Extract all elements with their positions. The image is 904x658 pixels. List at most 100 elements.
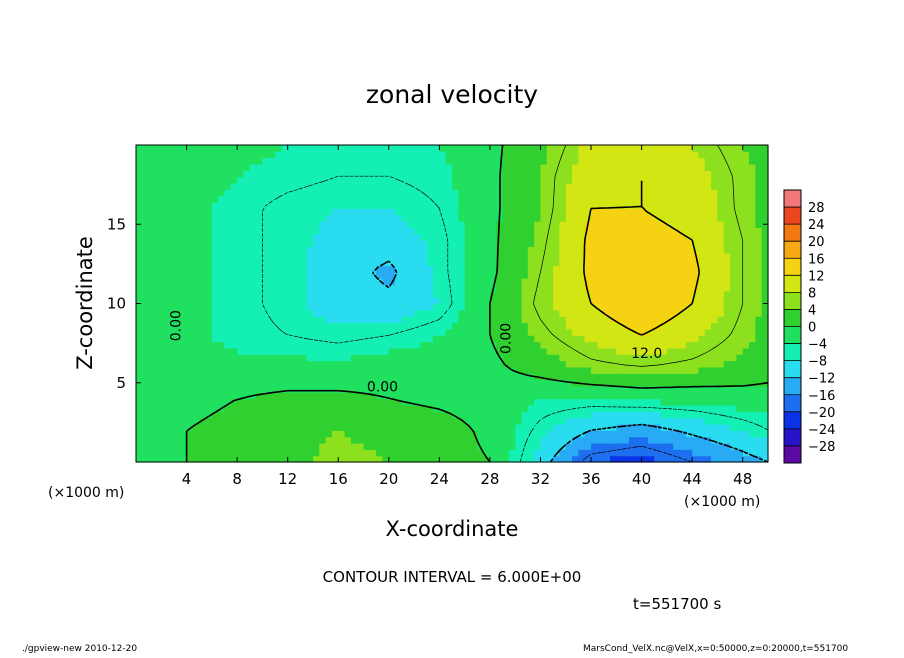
heatmap-cell [755,373,763,381]
heatmap-cell [534,430,542,438]
heatmap-cell [749,151,756,159]
heatmap-cell [161,335,169,343]
heatmap-cell [306,354,314,362]
heatmap-cell [243,145,251,152]
heatmap-cell [294,157,301,165]
heatmap-cell [603,259,611,267]
heatmap-cell [736,151,744,159]
heatmap-cell [477,392,485,400]
heatmap-cell [521,183,529,190]
heatmap-cell [559,297,567,305]
heatmap-cell [262,265,270,273]
heatmap-cell [445,360,453,368]
heatmap-cell [407,278,415,286]
heatmap-cell [319,316,327,324]
heatmap-cell [452,189,459,197]
heatmap-cell [256,303,263,311]
heatmap-cell [603,385,611,393]
heatmap-cell [685,290,693,298]
heatmap-cell [470,423,478,431]
heatmap-cell [357,417,365,425]
heatmap-cell [268,335,276,343]
heatmap-cell [414,214,421,222]
heatmap-cell [420,442,428,450]
heatmap-cell [369,265,377,273]
heatmap-cell [268,176,276,184]
heatmap-cell [584,151,592,159]
heatmap-cell [350,202,358,209]
heatmap-cell [730,170,737,178]
heatmap-cell [666,233,674,241]
heatmap-cell [470,360,478,368]
heatmap-cell [673,430,681,438]
heatmap-cell [584,385,592,393]
heatmap-cell [256,442,263,450]
heatmap-cell [192,227,200,235]
heatmap-cell [306,328,314,336]
heatmap-cell [319,411,327,419]
heatmap-cell [319,278,327,286]
heatmap-cell [243,442,251,450]
heatmap-cell [654,455,662,463]
heatmap-cell [679,322,687,330]
heatmap-cell [167,436,175,444]
heatmap-cell [218,145,226,152]
heatmap-cell [755,328,763,336]
heatmap-cell [363,214,371,222]
heatmap-cell [262,227,270,235]
heatmap-cell [521,316,529,324]
heatmap-cell [635,303,643,311]
heatmap-cell [679,423,687,431]
heatmap-cell [679,455,687,463]
heatmap-cell [426,316,434,324]
heatmap-cell [584,449,592,457]
heatmap-cell [635,360,643,368]
heatmap-cell [218,423,226,431]
heatmap-cell [167,385,175,393]
heatmap-cell [268,290,276,298]
heatmap-cell [761,430,769,438]
heatmap-cell [325,195,333,203]
heatmap-cell [736,183,744,190]
heatmap-cell [616,252,624,260]
heatmap-cell [717,208,725,216]
heatmap-cell [489,303,497,311]
heatmap-cell [249,379,257,387]
heatmap-cell [692,442,700,450]
heatmap-cell [243,335,251,343]
heatmap-cell [565,436,573,444]
heatmap-cell [154,442,162,450]
heatmap-cell [218,354,226,362]
heatmap-cell [641,341,649,349]
heatmap-cell [300,328,308,336]
heatmap-cell [464,297,472,305]
heatmap-cell [294,335,301,343]
heatmap-cell [660,259,668,267]
heatmap-cell [666,436,674,444]
heatmap-cell [331,423,339,431]
heatmap-cell [186,328,194,336]
heatmap-cell [603,208,611,216]
heatmap-cell [666,297,674,305]
heatmap-cell [610,252,617,260]
heatmap-cell [628,341,636,349]
heatmap-cell [496,309,504,317]
heatmap-cell [136,341,143,349]
heatmap-cell [584,145,592,152]
heatmap-cell [395,189,403,197]
heatmap-cell [439,290,447,298]
heatmap-cell [470,214,478,222]
heatmap-cell [470,240,478,248]
heatmap-cell [300,157,308,165]
heatmap-cell [331,290,339,298]
heatmap-cell [331,259,339,267]
heatmap-cell [376,449,384,457]
heatmap-cell [502,366,510,374]
heatmap-cell [142,366,150,374]
heatmap-cell [344,316,352,324]
heatmap-cell [312,436,320,444]
heatmap-cell [338,449,346,457]
heatmap-cell [635,284,643,292]
heatmap-cell [755,442,763,450]
heatmap-cell [515,227,523,235]
